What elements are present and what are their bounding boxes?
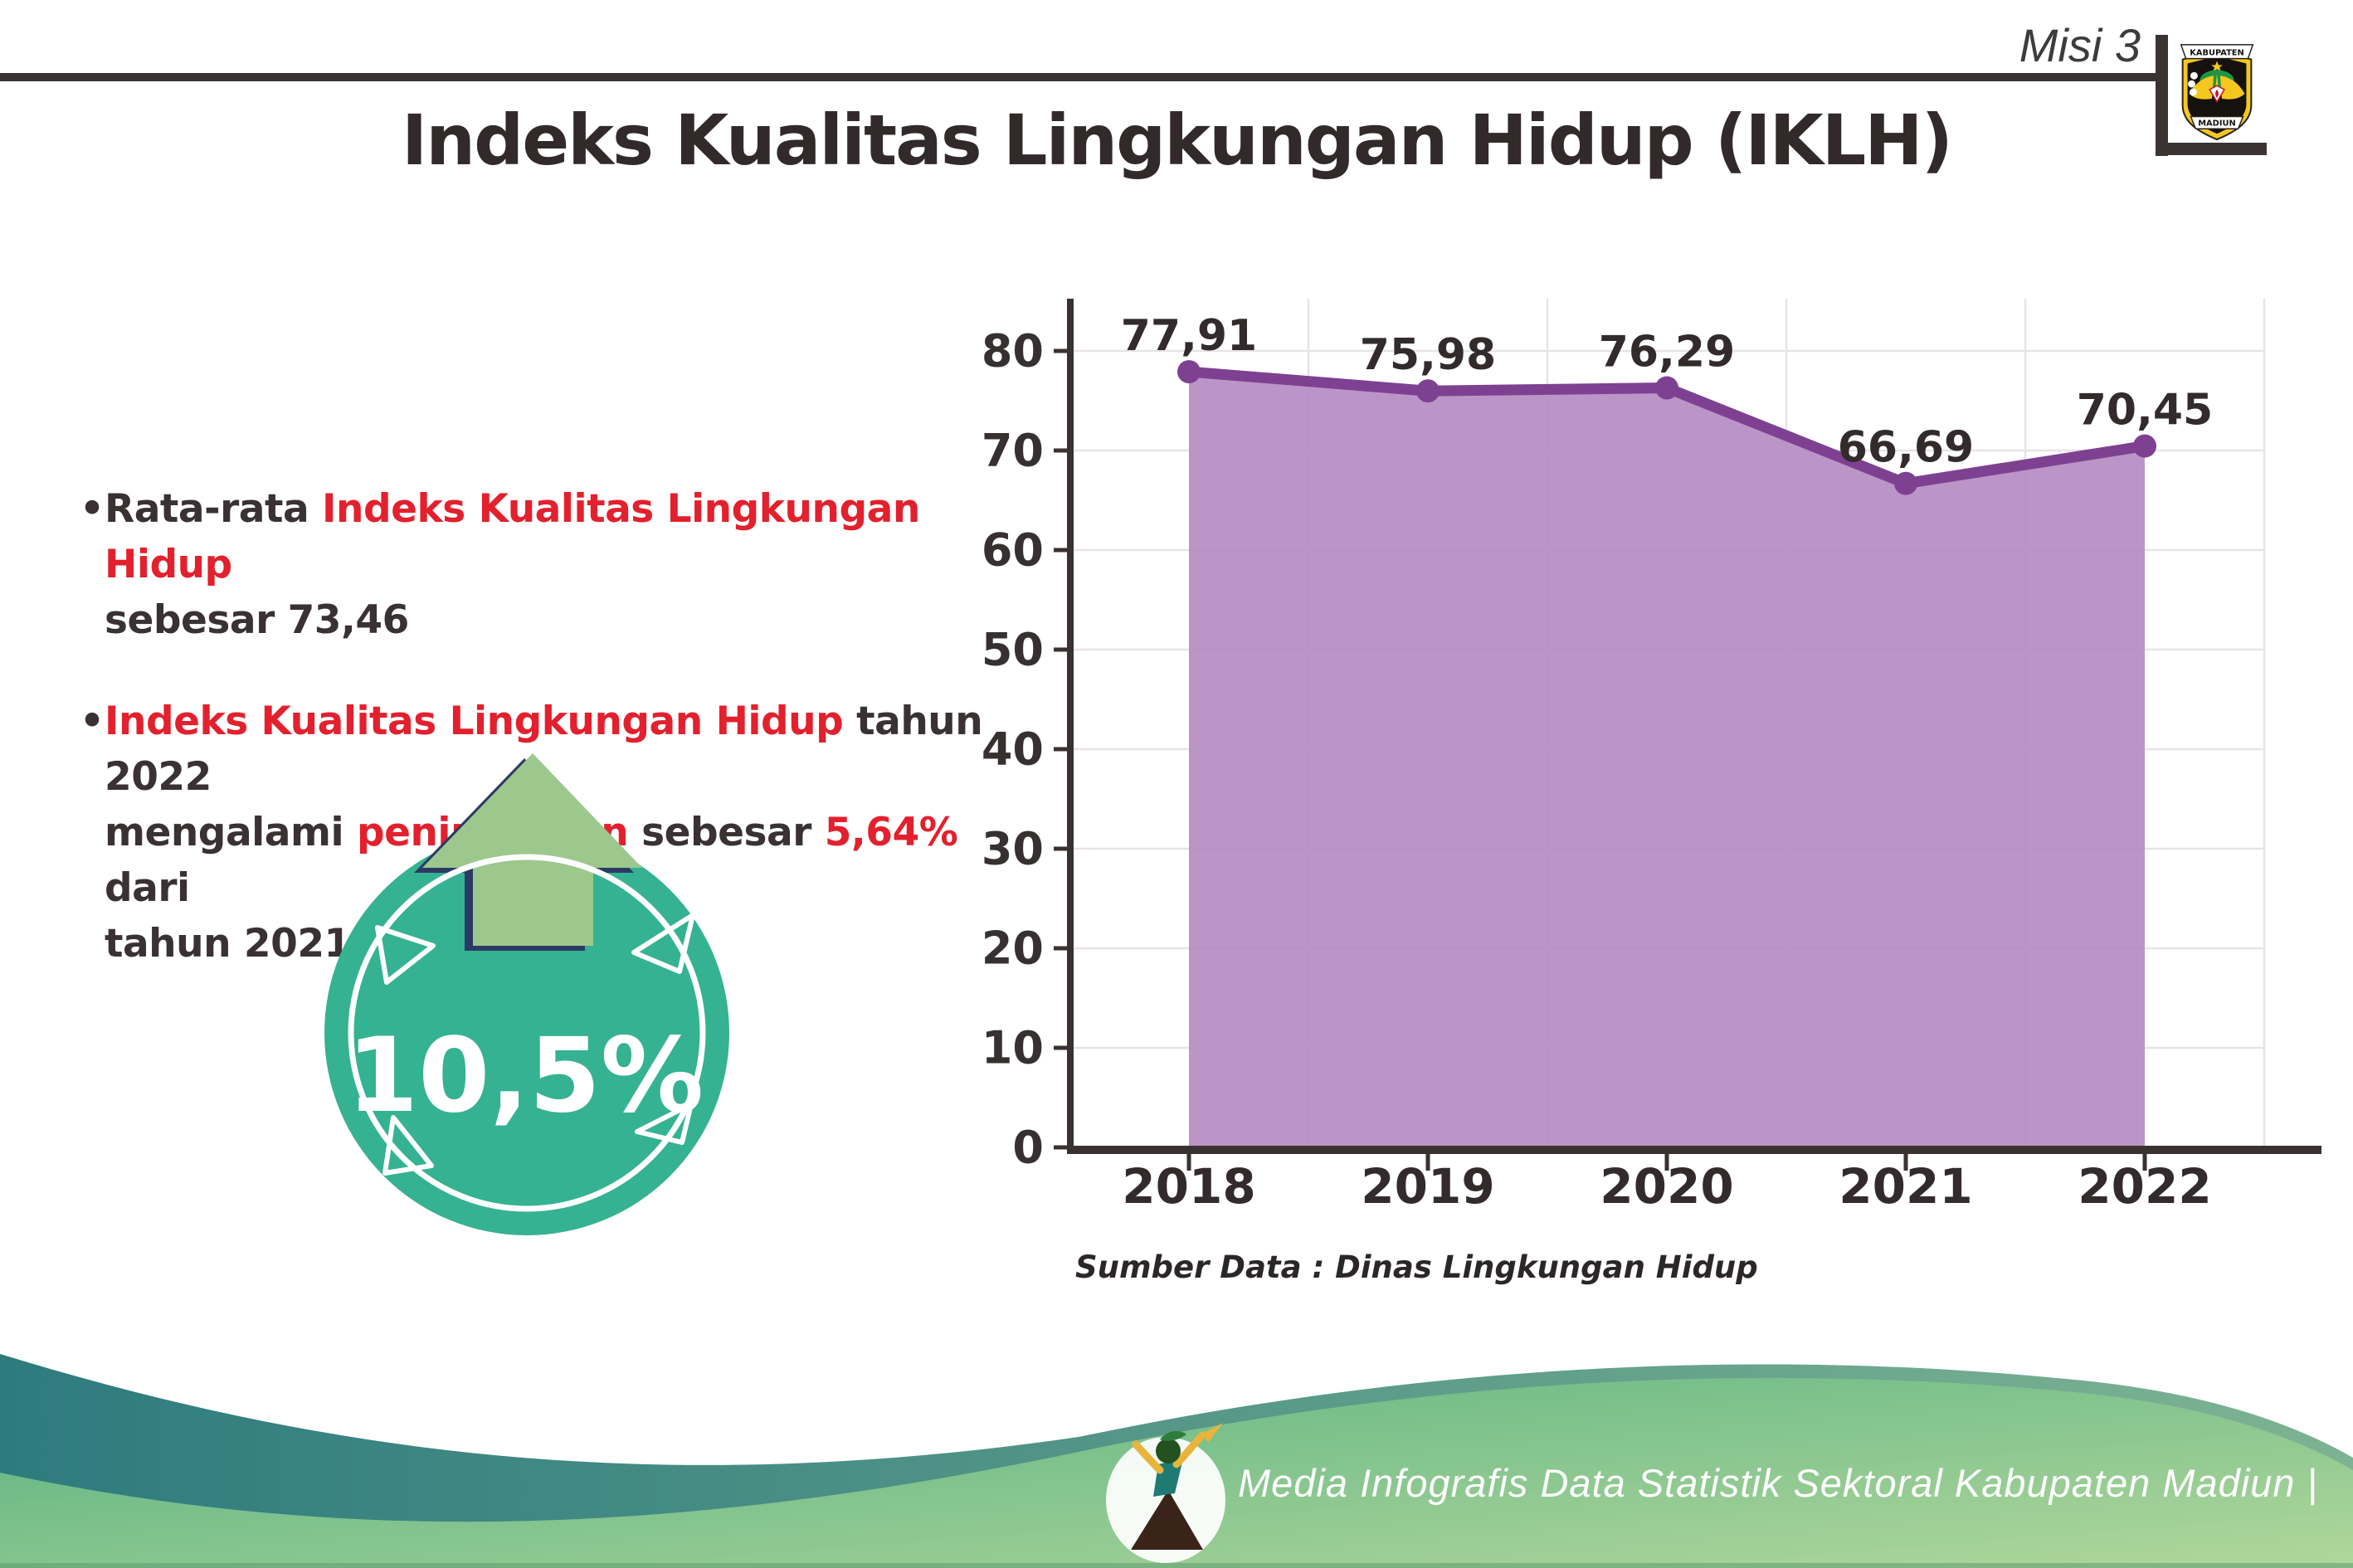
insight-bullet-1: • Rata-rata Indeks Kualitas Lingkungan Hi…: [80, 481, 1017, 649]
data-point-2018: [1177, 360, 1201, 384]
iklh-area-chart: 77,91 75,98 76,29 66,69 70,45 0 10 20 30 40 50 60 70…: [982, 299, 2321, 1215]
data-point-2021: [1894, 471, 1917, 495]
footer-bottom-strip: [0, 1563, 2353, 1568]
data-point-2022: [2133, 434, 2156, 458]
badge-circle: [324, 830, 729, 1235]
data-label-2021: 66,69: [1838, 423, 1974, 473]
kabupaten-madiun-logo-icon: KABUPATEN MADIUN: [2180, 44, 2254, 141]
axes: [1054, 299, 2321, 1171]
header-rule: [0, 73, 2156, 81]
y-tick-label-30: 30: [982, 823, 1044, 875]
y-tick-label-80: 80: [982, 325, 1044, 377]
badge-sparkle-triangles: [375, 913, 695, 1176]
y-tick-label-70: 70: [982, 425, 1044, 477]
y-tick-label-60: 60: [982, 524, 1044, 577]
data-point-2019: [1416, 379, 1440, 403]
insight-text-segment: Indeks Kualitas Lingkungan Hidup: [105, 486, 920, 588]
bullet-dot: •: [80, 486, 105, 532]
insight-text-segment: tahun 2022: [105, 698, 983, 800]
footer-wave: [0, 1354, 2353, 1568]
badge-value: 10,5%: [347, 1016, 704, 1136]
data-label-2018: 77,91: [1121, 311, 1257, 361]
y-tick-label-20: 20: [982, 923, 1044, 975]
logo-bottom-banner-text: MADIUN: [2198, 119, 2235, 128]
insight-text-segment: sebesar 73,46: [105, 597, 409, 644]
insight-text-segment: Indeks Kualitas Lingkungan Hidup: [105, 698, 844, 744]
insight-text-segment: tahun 2021: [105, 921, 351, 967]
corner-bracket-horizontal: [2156, 143, 2267, 155]
x-tick-label-2020: 2020: [1600, 1158, 1733, 1215]
logo-top-banner-text: KABUPATEN: [2190, 49, 2243, 58]
footer-caption: Media Infografis Data Statistik Sektoral…: [1238, 1461, 2318, 1505]
x-tick-label-2018: 2018: [1122, 1158, 1255, 1215]
x-tick-label-2019: 2019: [1361, 1158, 1494, 1215]
data-label-2019: 75,98: [1360, 330, 1496, 380]
x-tick-label-2021: 2021: [1839, 1158, 1972, 1215]
page-title: Indeks Kualitas Lingkungan Hidup (IKLH): [402, 100, 1953, 181]
area-series: [1189, 372, 2145, 1147]
insight-text-segment: Rata-rata: [105, 486, 323, 532]
y-tick-label-10: 10: [982, 1022, 1044, 1074]
up-arrow-icon: [422, 753, 642, 946]
data-point-2020: [1655, 376, 1678, 400]
corner-bracket-vertical: [2156, 35, 2168, 156]
insight-text-segment: dari: [105, 865, 190, 912]
source-note: Sumber Data : Dinas Lingkungan Hidup: [1075, 1249, 1758, 1285]
y-tick-label-50: 50: [982, 624, 1044, 676]
data-label-2020: 76,29: [1599, 328, 1735, 377]
insight-text-segment: mengalami: [105, 810, 357, 856]
x-tick-label-2022: 2022: [2078, 1158, 2211, 1215]
y-tick-label-0: 0: [1012, 1122, 1044, 1174]
y-tick-label-40: 40: [982, 723, 1044, 776]
insight-text-segment: sebesar: [628, 810, 825, 856]
misi-label: Misi 3: [2019, 19, 2141, 71]
mascot-icon: [1106, 1423, 1225, 1563]
bullet-dot: •: [80, 698, 105, 744]
growth-badge: 10,5%: [324, 753, 729, 1235]
data-label-2022: 70,45: [2077, 386, 2213, 436]
insight-text-segment: 5,64%: [824, 810, 958, 856]
badge-inner-ring: [348, 854, 706, 1212]
